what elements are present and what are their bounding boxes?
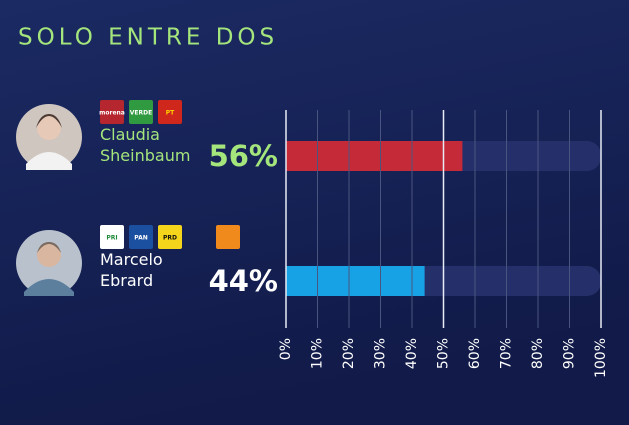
party-logo: morena	[99, 100, 125, 124]
avatar	[16, 230, 82, 296]
x-tick-label: 80%	[530, 338, 546, 369]
party-logo-text: PRD	[163, 235, 177, 242]
candidate-name: Marcelo Ebrard	[100, 250, 163, 290]
party-logo: PAN	[129, 225, 153, 249]
avatar	[16, 104, 82, 170]
candidate-name: Claudia Sheinbaum	[100, 125, 191, 165]
party-logo: PRI	[100, 225, 124, 249]
x-tick-label: 30%	[373, 338, 389, 369]
party-logo-box	[100, 225, 124, 249]
party-logo-box	[158, 100, 182, 124]
party-logo: VERDE	[129, 100, 153, 124]
party-logo-text: morena	[99, 110, 125, 117]
party-logo-text: PT	[166, 110, 175, 117]
x-tick-label: 90%	[562, 338, 578, 369]
party-logo-text: VERDE	[130, 110, 152, 117]
party-logo-text: PRI	[106, 235, 117, 242]
x-tick-label: 10%	[310, 338, 326, 369]
chart-title: SOLO ENTRE DOS	[18, 25, 278, 51]
party-logo	[216, 225, 240, 249]
x-tick-label: 40%	[404, 338, 420, 369]
party-logo: PRD	[158, 225, 182, 249]
party-logo: PT	[158, 100, 182, 124]
x-tick-label: 20%	[341, 338, 357, 369]
x-tick-label: 0%	[278, 338, 294, 360]
bar	[286, 141, 463, 171]
party-logo-box	[129, 225, 153, 249]
x-tick-label: 60%	[467, 338, 483, 369]
party-logo-text: PAN	[134, 235, 148, 242]
value-label: 56%	[209, 139, 278, 173]
x-tick-label: 70%	[499, 338, 515, 369]
party-logo-box	[100, 100, 124, 124]
value-label: 44%	[209, 264, 278, 298]
party-logo-box	[158, 225, 182, 249]
x-tick-label: 50%	[436, 338, 452, 369]
party-logo-box	[129, 100, 153, 124]
bar	[286, 266, 425, 296]
x-tick-label: 100%	[593, 338, 609, 378]
